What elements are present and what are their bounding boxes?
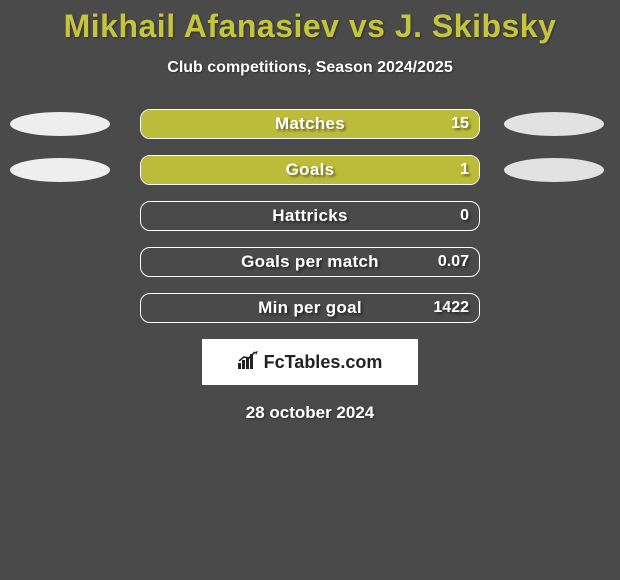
- stat-bar: Goals per match 0.07: [140, 247, 480, 277]
- stat-label: Hattricks: [141, 202, 479, 230]
- date-text: 28 october 2024: [0, 403, 620, 423]
- stat-value: 15: [451, 110, 469, 138]
- subtitle: Club competitions, Season 2024/2025: [0, 59, 620, 77]
- player1-marker: [10, 158, 110, 182]
- stat-value: 1422: [433, 294, 469, 322]
- stat-row-min-per-goal: Min per goal 1422: [0, 293, 620, 323]
- infographic-container: Mikhail Afanasiev vs J. Skibsky Club com…: [0, 0, 620, 580]
- stat-bar: Goals 1: [140, 155, 480, 185]
- stats-block: Matches 15 Goals 1 Hattricks 0: [0, 109, 620, 323]
- stat-bar: Matches 15: [140, 109, 480, 139]
- player1-marker: [10, 112, 110, 136]
- player2-marker: [504, 112, 604, 136]
- player2-marker: [504, 158, 604, 182]
- stat-label: Goals per match: [141, 248, 479, 276]
- stat-row-matches: Matches 15: [0, 109, 620, 139]
- stat-value: 0: [460, 202, 469, 230]
- stat-row-goals-per-match: Goals per match 0.07: [0, 247, 620, 277]
- stat-bar: Min per goal 1422: [140, 293, 480, 323]
- page-title: Mikhail Afanasiev vs J. Skibsky: [0, 0, 620, 45]
- stat-row-hattricks: Hattricks 0: [0, 201, 620, 231]
- chart-icon: [238, 351, 260, 374]
- stat-row-goals: Goals 1: [0, 155, 620, 185]
- stat-value: 1: [460, 156, 469, 184]
- attribution-badge: FcTables.com: [202, 339, 418, 385]
- attribution-text: FcTables.com: [264, 352, 383, 373]
- stat-value: 0.07: [438, 248, 469, 276]
- stat-label: Matches: [141, 110, 479, 138]
- stat-bar: Hattricks 0: [140, 201, 480, 231]
- stat-label: Goals: [141, 156, 479, 184]
- stat-label: Min per goal: [141, 294, 479, 322]
